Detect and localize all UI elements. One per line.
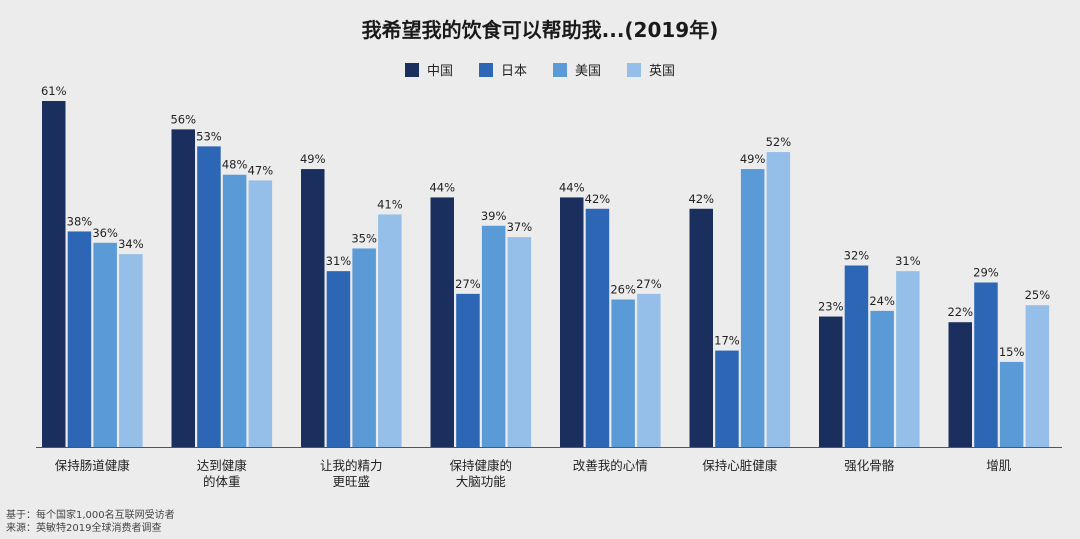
data-label-8-3: 15%: [999, 345, 1025, 359]
bar-2-2: [197, 146, 221, 447]
data-label-4-4: 37%: [507, 220, 533, 234]
data-label-3-2: 31%: [326, 254, 352, 268]
chart-title: 我希望我的饮食可以帮助我...(2019年): [361, 18, 719, 42]
data-label-8-1: 22%: [947, 305, 973, 319]
footnote-source: 来源：英敏特2019全球消费者调查: [6, 523, 162, 534]
data-label-5-2: 42%: [585, 192, 611, 206]
bar-2-3: [222, 174, 247, 447]
bar-1-4: [119, 254, 143, 447]
bar-5-4: [637, 293, 661, 447]
x-tick-label-7: 强化骨骼: [844, 458, 895, 473]
legend: 中国 日本 美国 英国: [0, 60, 1080, 79]
bar-5-1: [560, 197, 584, 447]
data-label-7-1: 23%: [818, 300, 844, 314]
data-label-3-3: 35%: [351, 231, 377, 245]
data-label-7-3: 24%: [869, 294, 895, 308]
data-label-2-2: 53%: [196, 129, 222, 143]
data-label-3-4: 41%: [377, 197, 403, 211]
bar-5-3: [611, 299, 635, 447]
footnote-base: 基于：每个国家1,000名互联网受访者: [6, 510, 175, 521]
bar-8-1: [948, 322, 972, 447]
bar-7-4: [896, 271, 920, 447]
bar-4-3: [481, 225, 506, 447]
data-label-5-4: 27%: [636, 277, 662, 291]
data-label-4-3: 39%: [481, 209, 507, 223]
legend-swatch-china: [404, 62, 419, 77]
legend-label-japan: 日本: [500, 64, 527, 79]
bar-1-2: [67, 231, 92, 447]
data-label-6-1: 42%: [688, 192, 714, 206]
x-tick-label-5: 改善我的心情: [573, 458, 648, 473]
x-tick-label-1: 保持肠道健康: [55, 458, 131, 473]
bar-3-1: [301, 169, 325, 448]
x-tick-label-8: 增肌: [986, 458, 1012, 473]
bar-1-3: [93, 242, 117, 447]
data-label-8-2: 29%: [973, 266, 999, 280]
bar-3-3: [352, 248, 376, 447]
legend-label-usa: 美国: [575, 64, 602, 79]
bar-5-2: [585, 208, 610, 447]
bar-7-1: [819, 316, 843, 447]
data-label-4-1: 44%: [429, 180, 455, 194]
legend-label-china: 中国: [426, 64, 453, 79]
x-tick-label-2: 达到健康: [197, 458, 248, 473]
bar-4-4: [507, 237, 532, 447]
legend-item-usa: 美国: [553, 60, 601, 79]
x-tick-label-2-line2: 的体重: [203, 474, 241, 489]
data-label-3-1: 49%: [300, 152, 326, 166]
bar-1-1: [42, 101, 66, 447]
data-label-4-2: 27%: [455, 277, 481, 291]
data-label-1-3: 36%: [92, 226, 118, 240]
bar-7-2: [844, 265, 869, 447]
data-label-8-4: 25%: [1025, 288, 1051, 302]
bar-2-4: [248, 180, 273, 447]
legend-swatch-uk: [627, 62, 642, 77]
data-label-1-2: 38%: [67, 214, 93, 228]
legend-item-china: 中国: [404, 60, 453, 79]
data-label-6-3: 49%: [740, 152, 766, 166]
x-tick-label-3: 让我的精力: [320, 458, 383, 473]
bar-4-2: [456, 293, 480, 447]
bar-4-1: [430, 197, 454, 447]
data-label-6-4: 52%: [766, 135, 792, 149]
bar-6-4: [766, 152, 791, 447]
legend-swatch-japan: [478, 62, 493, 77]
bar-6-3: [740, 169, 765, 448]
x-tick-label-3-line2: 更旺盛: [333, 474, 371, 489]
bar-6-2: [715, 350, 739, 447]
legend-item-uk: 英国: [627, 60, 675, 79]
data-label-7-4: 31%: [895, 254, 921, 268]
bar-2-1: [171, 129, 195, 447]
data-label-1-4: 34%: [118, 237, 144, 251]
data-label-2-4: 47%: [248, 163, 274, 177]
data-label-7-2: 32%: [844, 248, 870, 262]
bar-6-1: [689, 208, 713, 447]
data-label-5-1: 44%: [559, 180, 585, 194]
bar-8-3: [999, 361, 1024, 447]
bar-8-2: [974, 282, 998, 447]
data-label-6-2: 17%: [714, 334, 740, 348]
data-label-1-1: 61%: [41, 84, 67, 98]
data-label-2-3: 48%: [222, 158, 248, 172]
x-tick-label-4-line2: 大脑功能: [456, 474, 507, 489]
bar-7-3: [870, 310, 894, 447]
data-label-5-3: 26%: [610, 283, 636, 297]
legend-swatch-usa: [553, 62, 567, 77]
bar-3-4: [378, 214, 402, 447]
bar-8-4: [1025, 305, 1050, 447]
x-tick-label-6: 保持心脏健康: [702, 458, 778, 473]
data-label-2-1: 56%: [170, 112, 196, 126]
bar-3-2: [326, 271, 351, 447]
legend-label-uk: 英国: [649, 64, 676, 79]
x-tick-label-4: 保持健康的: [450, 458, 513, 473]
legend-item-japan: 日本: [478, 60, 527, 79]
